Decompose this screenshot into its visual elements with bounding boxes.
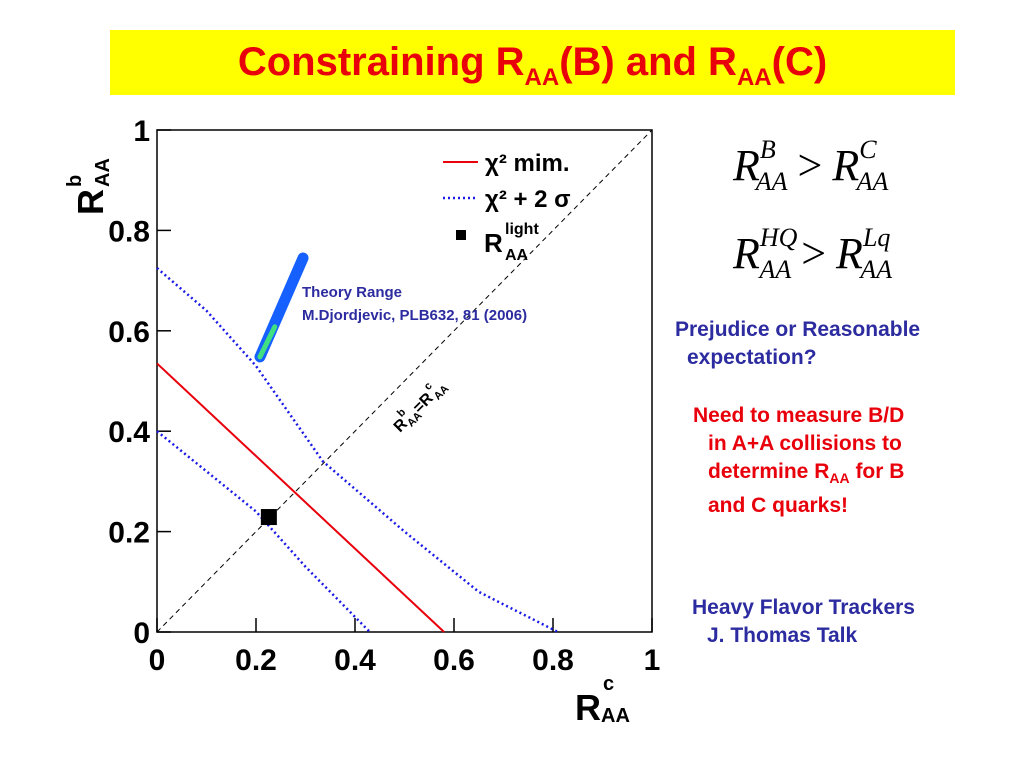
diagonal-label-part: AA <box>432 383 452 403</box>
rlight-marker <box>260 509 277 526</box>
x-axis-label-sup: c <box>603 673 614 695</box>
y-axis-label-part: AA <box>92 158 114 187</box>
chi2-min-line <box>156 362 445 633</box>
y-tick-label: 1 <box>133 115 150 148</box>
x-tick-label: 0.6 <box>433 644 475 677</box>
prejudice-note: Prejudice or Reasonable expectation? <box>675 318 921 369</box>
legend-rlight-sup: light <box>505 221 539 238</box>
x-tick-label: 0 <box>149 644 166 677</box>
y-axis-label-part: b <box>64 175 86 187</box>
legend-rlight-sub: AA <box>505 247 529 264</box>
theory-range-ref: M.Djordjevic, PLB632, 81 (2006) <box>302 307 527 324</box>
y-tick-label: 0 <box>133 617 150 650</box>
x-tick-label: 0.2 <box>235 644 277 677</box>
slide-title: Constraining RAA(B) and RAA(C) <box>110 30 955 95</box>
x-tick-label: 1 <box>644 644 661 677</box>
measure-note: Need to measure B/D in A+A collisions to d… <box>693 404 905 518</box>
y-axis-label-part: R <box>70 189 111 215</box>
theory-range-core <box>257 324 278 360</box>
legend-rlight: R <box>484 228 503 258</box>
y-tick-label: 0.8 <box>108 215 150 248</box>
legend-marker <box>456 230 466 240</box>
theory-range-label: Theory Range <box>302 284 402 301</box>
x-tick-label: 0.8 <box>532 644 574 677</box>
math-inequality-1: RBAA > RCAA <box>733 135 889 196</box>
x-axis-label-sub: AA <box>601 705 630 727</box>
math-inequality-2: RHQAA > RLqAA <box>733 223 893 284</box>
y-tick-label: 0.4 <box>108 416 150 449</box>
legend-chi2-min: χ² mim. <box>485 150 570 177</box>
y-tick-label: 0.6 <box>108 316 150 349</box>
diagonal-line <box>156 129 653 633</box>
legend-chi2-2sigma: χ² + 2 σ <box>485 186 571 213</box>
x-axis-label: R <box>575 687 601 728</box>
plot-frame <box>156 129 653 633</box>
x-tick-label: 0.4 <box>334 644 376 677</box>
y-axis-label: Rb AA <box>64 158 114 215</box>
y-tick-label: 0.2 <box>108 517 150 550</box>
trackers-note: Heavy Flavor Trackers J. Thomas Talk <box>692 596 915 647</box>
chi2-2sigma-line <box>156 267 559 634</box>
